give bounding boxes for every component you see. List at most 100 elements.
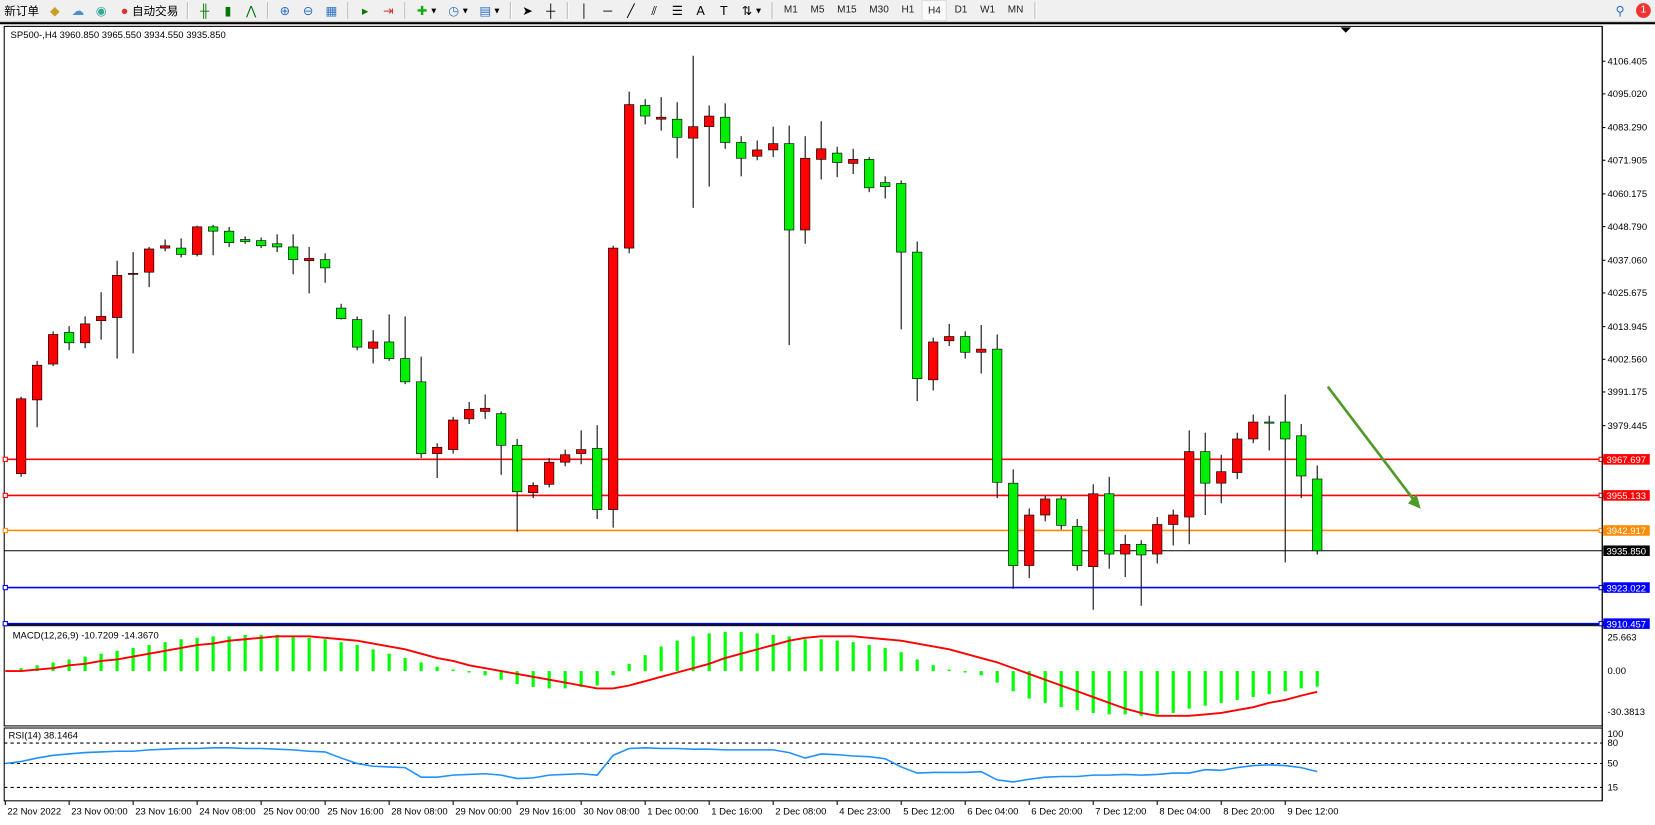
arrows-button[interactable]: ⇅ ▼ <box>736 1 765 20</box>
line-chart-button[interactable]: ⋀ <box>241 1 262 20</box>
chart-canvas[interactable]: SP500-,H4 3960.850 3965.550 3934.550 393… <box>0 24 1655 825</box>
zoom-out-button[interactable]: ⊖ <box>298 1 319 20</box>
candle <box>144 246 155 288</box>
timeframe-m30[interactable]: M30 <box>869 3 889 16</box>
auto-trading-button[interactable]: ● 自动交易 <box>114 1 182 20</box>
candle <box>1024 508 1035 579</box>
timeframe-d1[interactable]: D1 <box>954 3 968 16</box>
macd-histogram-bar <box>1187 671 1191 709</box>
horizontal-line-button[interactable]: ─ <box>597 1 618 20</box>
notifications-button[interactable]: 1 <box>1633 1 1654 20</box>
timeframe-h4[interactable]: H4 <box>921 0 948 22</box>
candle-body <box>1152 524 1163 555</box>
macd-histogram-bar <box>643 655 647 672</box>
candle <box>832 146 843 178</box>
clock-icon: ◷ <box>448 3 460 18</box>
signal-icon: ◉ <box>95 3 107 18</box>
price-tick-label: 4106.405 <box>1608 56 1648 67</box>
candle-body <box>672 118 683 138</box>
text-button[interactable]: A <box>690 1 711 20</box>
macd-histogram-bar <box>323 639 327 672</box>
candle <box>1056 495 1067 530</box>
macd-histogram-bar <box>611 671 615 676</box>
time-label: 29 Nov 16:00 <box>519 807 575 818</box>
candle <box>224 226 235 247</box>
candlestick-button[interactable]: ▮ <box>217 1 238 20</box>
timeframe-w1[interactable]: W1 <box>980 3 996 16</box>
bar-chart-button[interactable]: ╫ <box>194 1 215 20</box>
gold-bar-icon: ◆ <box>50 3 60 18</box>
cursor-button[interactable]: ➤ <box>517 1 538 20</box>
candle <box>208 224 219 256</box>
candle-body <box>208 226 219 232</box>
candle-body <box>112 275 123 318</box>
candle-body <box>624 104 635 249</box>
macd-histogram-bar <box>995 671 999 683</box>
zoom-out-icon: ⊖ <box>302 3 314 18</box>
macd-histogram-bar <box>803 639 807 672</box>
macd-histogram-bar <box>563 671 567 689</box>
candle <box>704 105 715 187</box>
time-label: 23 Nov 16:00 <box>135 807 191 818</box>
price-level-label: 3955.133 <box>1606 491 1646 502</box>
channel-button[interactable]: ⫽ <box>644 1 665 20</box>
signals-button[interactable]: ◉ <box>91 1 112 20</box>
timeframe-bar: M1 M5 M15 M30 H1 H4 D1 W1 MN <box>778 0 1030 22</box>
dropdown-arrow-icon: ▼ <box>461 5 470 16</box>
candle-body <box>480 407 491 412</box>
chart-window[interactable]: SP500-,H4 3960.850 3965.550 3934.550 393… <box>0 22 1655 825</box>
auto-trading-icon: ● <box>120 3 129 18</box>
candle-body <box>192 226 203 255</box>
fibonacci-icon: ☰ <box>671 3 684 18</box>
candle <box>752 140 763 161</box>
rsi-tick-label: 100 <box>1608 729 1624 740</box>
timeframe-mn[interactable]: MN <box>1007 3 1024 16</box>
macd-histogram-bar <box>787 636 791 672</box>
templates-button[interactable]: ▤ ▼ <box>475 1 504 20</box>
price-tick-label: 4002.560 <box>1608 354 1648 365</box>
new-order-button[interactable]: 新订单 <box>1 1 42 20</box>
macd-histogram-bar <box>291 636 295 672</box>
candle <box>720 103 731 149</box>
chart-shift-button[interactable]: ⇥ <box>378 1 399 20</box>
candle <box>288 234 299 275</box>
indicators-button[interactable]: ✚ ▼ <box>412 1 441 20</box>
chart-shift-marker-icon[interactable] <box>1340 27 1352 33</box>
candle <box>1312 465 1323 555</box>
search-button[interactable]: ⚲ <box>1610 1 1631 20</box>
price-tick-label: 4095.020 <box>1608 89 1648 100</box>
time-label: 6 Dec 04:00 <box>967 807 1018 818</box>
timeframe-m1[interactable]: M1 <box>783 3 798 16</box>
auto-scroll-button[interactable]: ▸ <box>355 1 376 20</box>
fibonacci-button[interactable]: ☰ <box>667 1 688 20</box>
periods-button[interactable]: ◷ ▼ <box>443 1 472 20</box>
candle <box>1248 414 1259 444</box>
candle <box>1184 430 1195 545</box>
crosshair-button[interactable]: ┼ <box>540 1 561 20</box>
price-tick-label: 4013.945 <box>1608 322 1648 333</box>
macd-histogram-bar <box>867 645 871 672</box>
candle <box>640 99 651 125</box>
data-window-button[interactable]: ☁ <box>68 1 89 20</box>
rsi-tick-label: 80 <box>1608 738 1619 749</box>
zoom-in-button[interactable]: ⊕ <box>274 1 295 20</box>
price-level-label: 3967.697 <box>1606 455 1646 466</box>
macd-histogram-bar <box>595 671 599 686</box>
candle <box>592 425 603 520</box>
candle-body <box>528 485 539 493</box>
timeframe-m15[interactable]: M15 <box>837 3 857 16</box>
macd-histogram-bar <box>211 636 215 672</box>
crosshair-icon: ┼ <box>546 3 556 18</box>
market-watch-button[interactable]: ◆ <box>44 1 65 20</box>
candle-body <box>1104 493 1115 555</box>
timeframe-h1[interactable]: H1 <box>901 3 915 16</box>
text-label-button[interactable]: T <box>713 1 734 20</box>
macd-tick-label: 0.00 <box>1608 666 1626 677</box>
candle <box>848 148 859 175</box>
tile-windows-button[interactable]: ▦ <box>321 1 342 20</box>
candle <box>416 356 427 458</box>
timeframe-m5[interactable]: M5 <box>810 3 825 16</box>
vertical-line-button[interactable]: │ <box>574 1 595 20</box>
macd-histogram-bar <box>1219 671 1223 703</box>
trendline-button[interactable]: ╱ <box>620 1 641 20</box>
